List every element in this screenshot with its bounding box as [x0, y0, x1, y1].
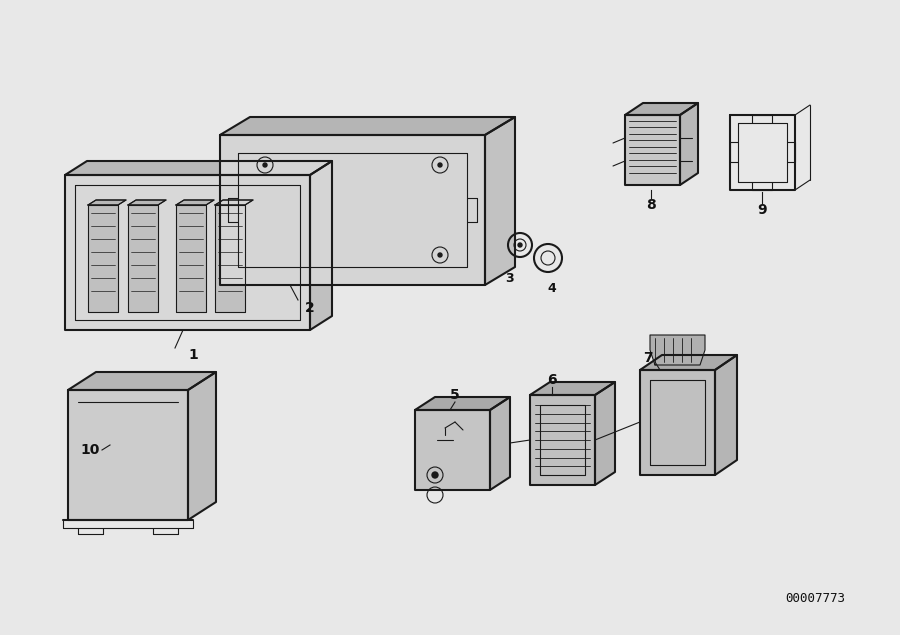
Polygon shape — [220, 117, 515, 135]
Text: 9: 9 — [757, 203, 767, 217]
Polygon shape — [176, 205, 206, 312]
Text: 8: 8 — [646, 198, 656, 212]
Circle shape — [518, 243, 522, 247]
Polygon shape — [530, 382, 615, 395]
Polygon shape — [415, 397, 510, 410]
Polygon shape — [220, 135, 485, 285]
Polygon shape — [68, 372, 216, 390]
Text: 6: 6 — [547, 373, 557, 387]
Polygon shape — [176, 200, 214, 205]
Polygon shape — [650, 335, 705, 365]
Polygon shape — [625, 115, 680, 185]
Text: 00007773: 00007773 — [785, 591, 845, 605]
Polygon shape — [128, 205, 158, 312]
Polygon shape — [415, 410, 490, 490]
Circle shape — [432, 472, 438, 478]
Polygon shape — [65, 161, 332, 175]
Text: 10: 10 — [80, 443, 100, 457]
Text: 7: 7 — [644, 351, 652, 365]
Polygon shape — [485, 117, 515, 285]
Text: 1: 1 — [188, 348, 198, 362]
Polygon shape — [640, 370, 715, 475]
Polygon shape — [310, 161, 332, 330]
Polygon shape — [68, 390, 188, 520]
Polygon shape — [715, 355, 737, 475]
Polygon shape — [65, 175, 310, 330]
Polygon shape — [680, 103, 698, 185]
Text: 5: 5 — [450, 388, 460, 402]
Polygon shape — [640, 355, 737, 370]
Polygon shape — [128, 200, 166, 205]
Polygon shape — [625, 103, 698, 115]
Polygon shape — [530, 395, 595, 485]
Polygon shape — [490, 397, 510, 490]
Circle shape — [263, 163, 267, 167]
Circle shape — [438, 163, 442, 167]
Text: 3: 3 — [506, 272, 514, 284]
Polygon shape — [215, 200, 253, 205]
Polygon shape — [188, 372, 216, 520]
Polygon shape — [215, 205, 245, 312]
Polygon shape — [88, 200, 126, 205]
Circle shape — [438, 253, 442, 257]
Text: 4: 4 — [547, 281, 556, 295]
Polygon shape — [595, 382, 615, 485]
Polygon shape — [88, 205, 118, 312]
Text: 2: 2 — [305, 301, 315, 315]
